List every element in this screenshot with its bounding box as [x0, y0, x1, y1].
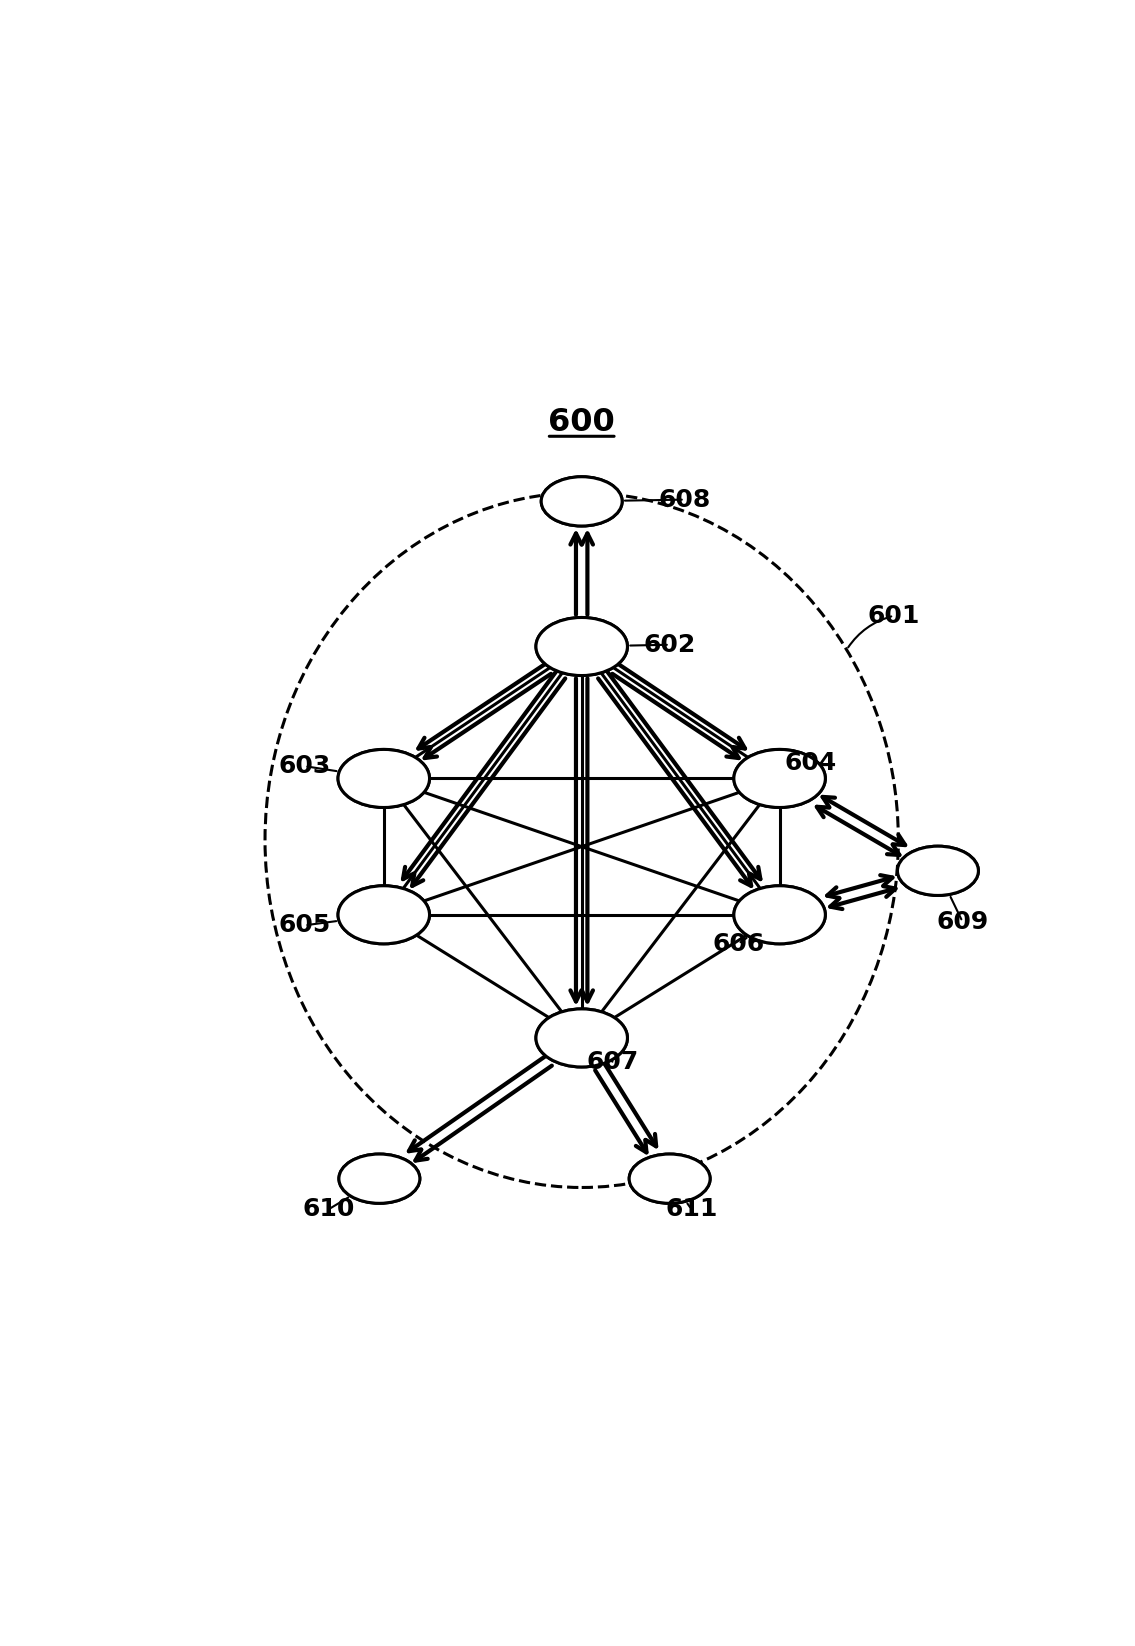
Text: 606: 606 [712, 932, 764, 956]
Text: 602: 602 [644, 632, 696, 657]
Ellipse shape [734, 749, 825, 808]
Ellipse shape [536, 617, 628, 675]
Ellipse shape [734, 749, 825, 808]
Ellipse shape [339, 1154, 420, 1203]
Text: 603: 603 [278, 754, 330, 779]
Text: 610: 610 [302, 1198, 354, 1221]
Ellipse shape [339, 1154, 420, 1203]
Ellipse shape [338, 886, 429, 943]
Text: 611: 611 [665, 1198, 717, 1221]
Ellipse shape [629, 1154, 711, 1203]
Ellipse shape [898, 846, 978, 895]
Ellipse shape [536, 1009, 628, 1067]
Ellipse shape [541, 477, 622, 527]
Ellipse shape [734, 886, 825, 943]
Ellipse shape [898, 846, 978, 895]
Ellipse shape [338, 749, 429, 808]
Ellipse shape [338, 749, 429, 808]
Text: 605: 605 [278, 914, 330, 937]
Text: 608: 608 [658, 487, 711, 512]
Text: 601: 601 [868, 604, 920, 627]
Ellipse shape [541, 477, 622, 527]
Ellipse shape [734, 886, 825, 943]
Ellipse shape [338, 886, 429, 943]
Text: 604: 604 [784, 751, 836, 775]
Text: 600: 600 [548, 407, 615, 438]
Ellipse shape [536, 617, 628, 675]
Text: 609: 609 [936, 910, 989, 933]
Ellipse shape [629, 1154, 711, 1203]
Text: 607: 607 [587, 1050, 639, 1073]
Ellipse shape [536, 1009, 628, 1067]
